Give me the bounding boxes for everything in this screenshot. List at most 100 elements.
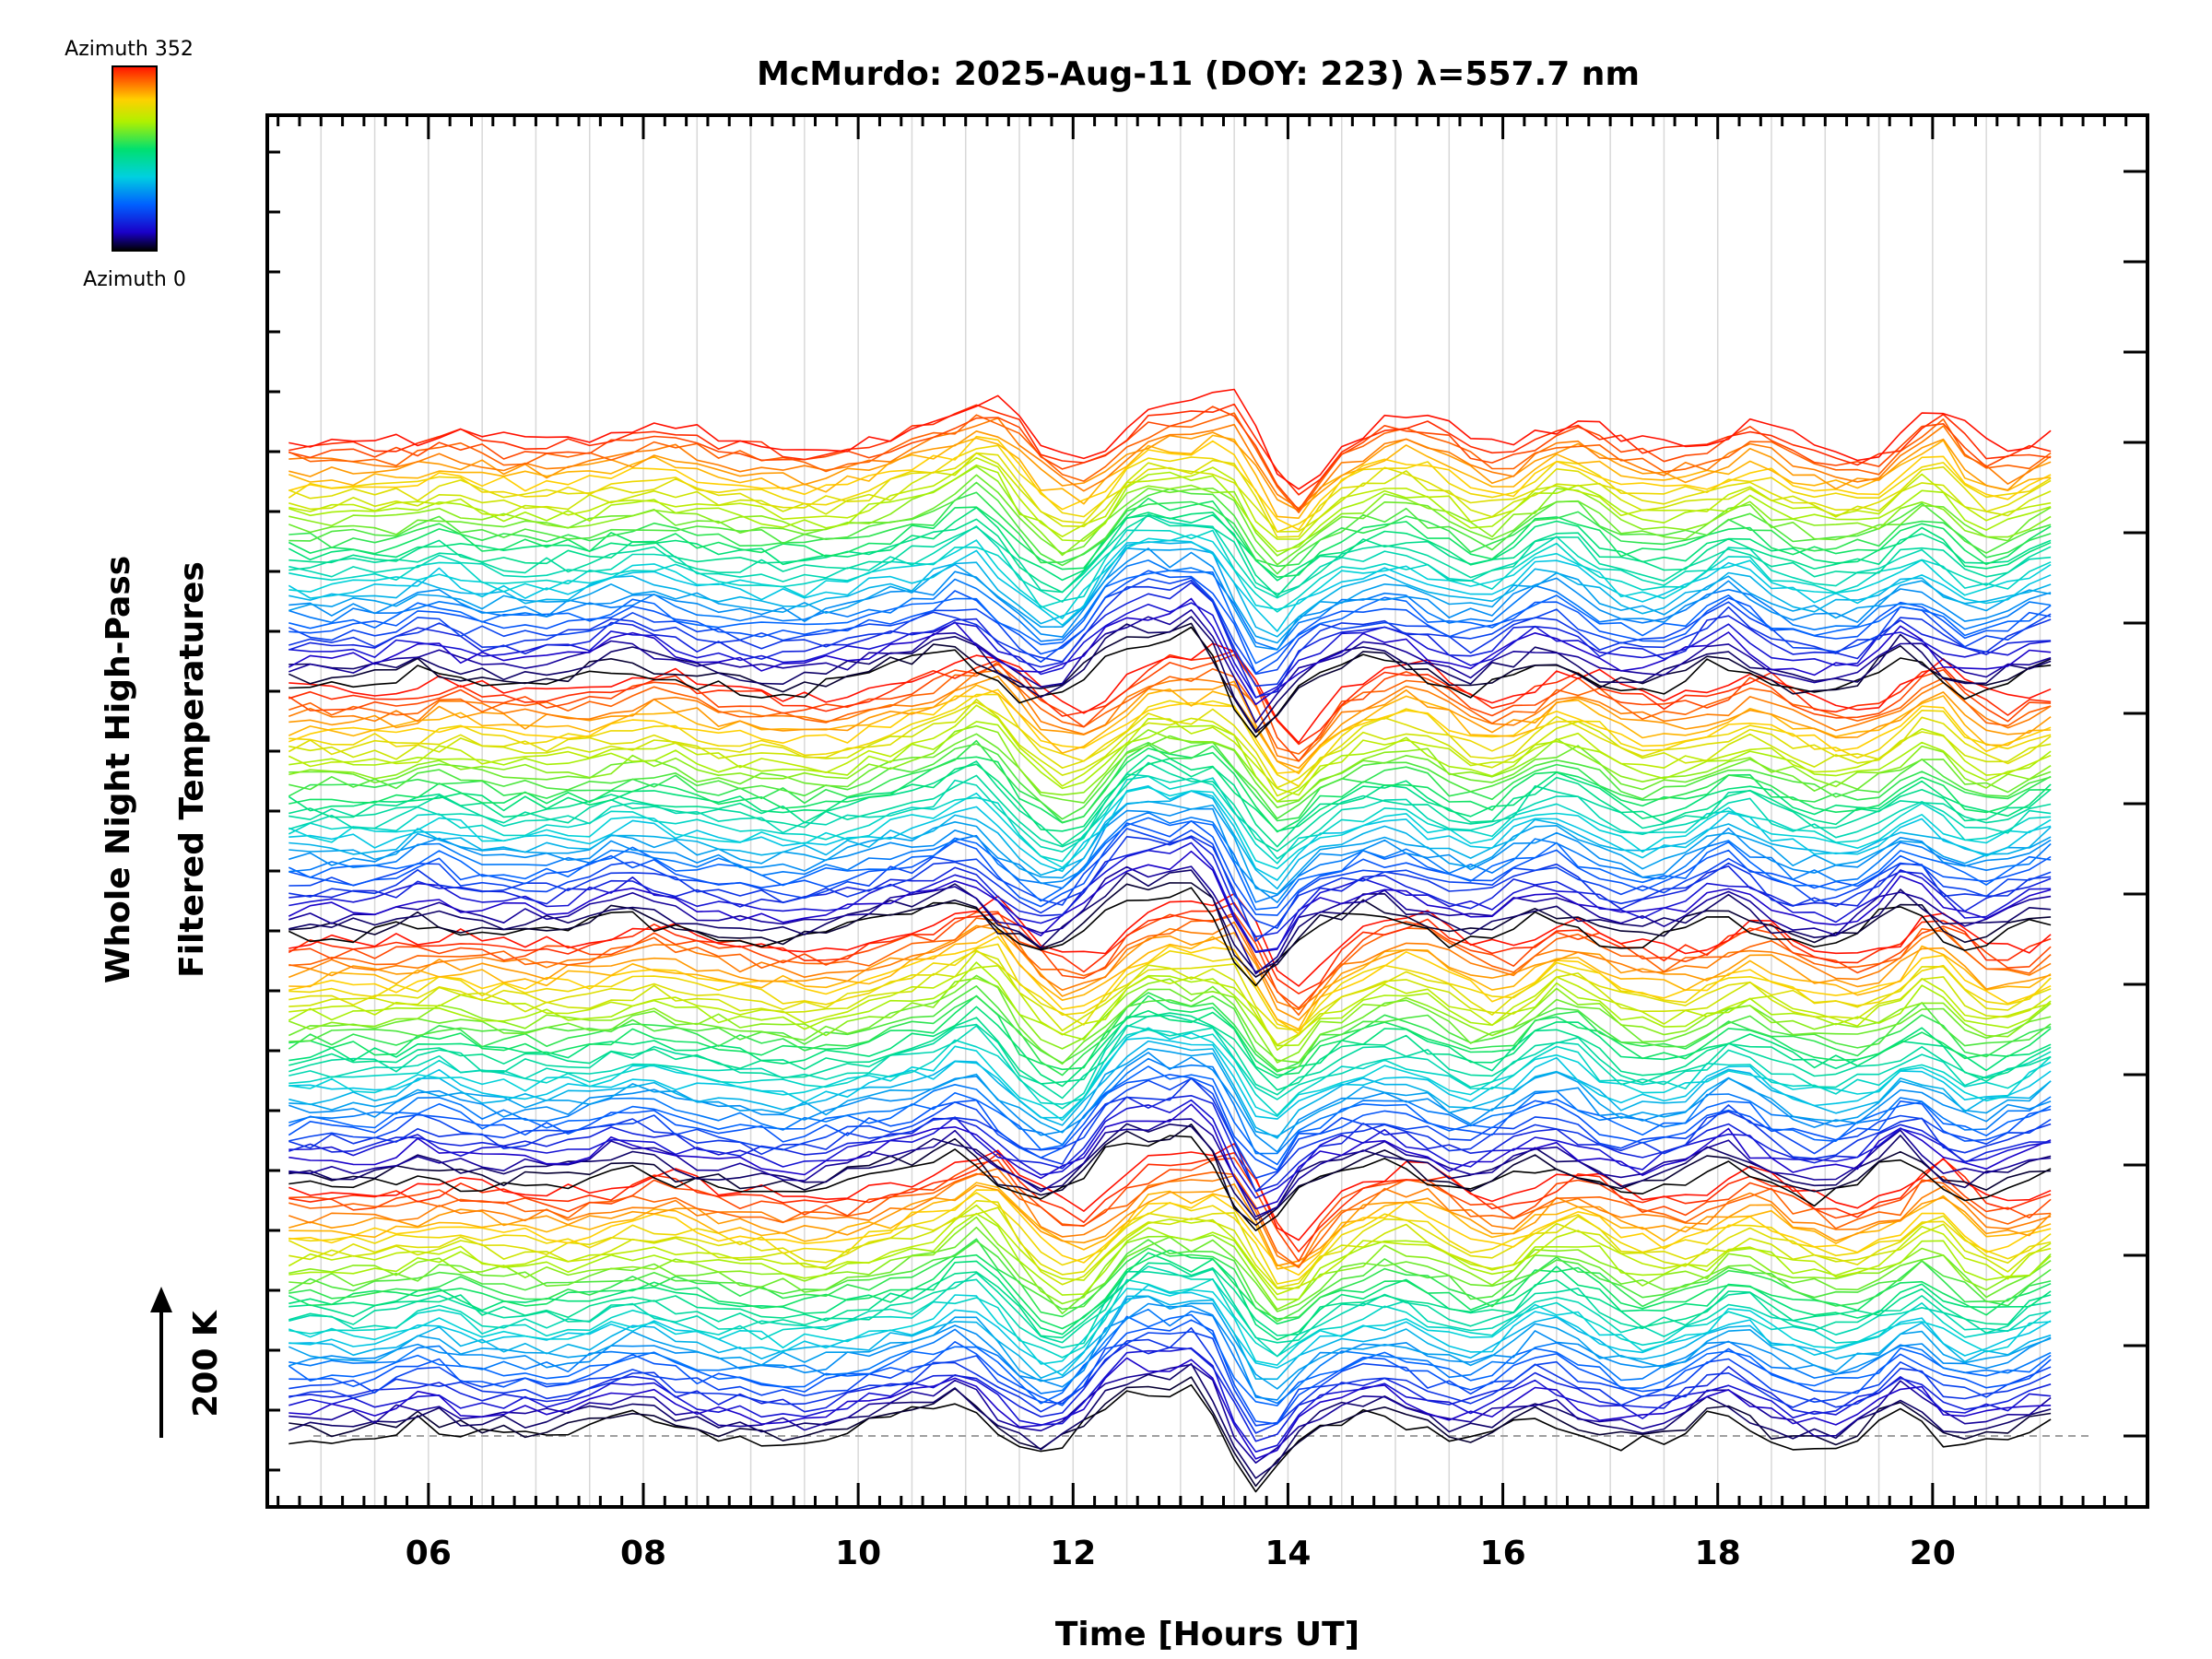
series-line <box>288 786 2052 870</box>
series-line <box>288 456 2052 540</box>
series-line <box>288 773 2052 860</box>
series-line <box>288 1065 2052 1166</box>
series-line <box>288 597 2052 706</box>
series-line <box>288 1024 2052 1110</box>
series-line <box>288 579 2052 688</box>
chart-title: McMurdo: 2025-Aug-11 (DOY: 223) λ=557.7 … <box>757 55 1640 93</box>
series-line <box>288 1295 2052 1381</box>
x-tick-label: 12 <box>1050 1535 1096 1572</box>
series-line <box>288 513 2052 603</box>
series-line <box>288 724 2052 803</box>
series-group <box>288 388 2052 1493</box>
series-line <box>288 949 2052 1031</box>
series-line <box>288 921 2052 1011</box>
series-line <box>288 1200 2052 1288</box>
series-line <box>288 721 2052 803</box>
x-tick-label: 10 <box>835 1535 881 1572</box>
series-line <box>288 661 2052 755</box>
series-line <box>288 650 2052 746</box>
series-line <box>288 693 2052 787</box>
series-line <box>288 1344 2052 1442</box>
y-axis-label-line1: Whole Night High-Pass <box>100 556 137 983</box>
series-line <box>288 1288 2052 1366</box>
series-line <box>288 1362 2052 1479</box>
series-line <box>288 514 2052 595</box>
series-line <box>288 800 2052 895</box>
series-line <box>288 1037 2052 1120</box>
series-line <box>288 961 2052 1047</box>
series-line <box>288 1206 2052 1289</box>
series-line <box>288 836 2052 938</box>
series-line <box>288 602 2052 699</box>
series-line <box>288 924 2052 1021</box>
series-line <box>288 464 2052 553</box>
series-line <box>288 1027 2052 1122</box>
series-line <box>288 1319 2052 1425</box>
colorbar-bottom-label: Azimuth 0 <box>83 268 186 291</box>
ticks <box>267 115 2147 1507</box>
series-line <box>288 817 2052 911</box>
series-line <box>288 739 2052 824</box>
series-line <box>288 507 2052 582</box>
series-line <box>288 785 2052 881</box>
series-line <box>288 1327 2052 1434</box>
x-tick-label: 20 <box>1910 1535 1956 1572</box>
series-line <box>288 1124 2052 1227</box>
scale-bar: 200 K <box>150 1287 225 1438</box>
series-line <box>288 1182 2052 1267</box>
x-tick-labels: 06 08 10 12 14 16 18 20 <box>406 1535 1956 1572</box>
series-line <box>288 915 2052 1016</box>
series-line <box>288 1074 2052 1171</box>
series-line <box>288 935 2052 1035</box>
series-line <box>288 850 2052 953</box>
series-line <box>288 1313 2052 1406</box>
series-line <box>288 388 2052 490</box>
series-line <box>288 699 2052 797</box>
series-line <box>288 1118 2052 1218</box>
series-line <box>288 626 2052 738</box>
series-line <box>288 406 2052 511</box>
series-line <box>288 434 2052 519</box>
series-line <box>288 811 2052 903</box>
series-line <box>288 1015 2052 1100</box>
series-line <box>288 1284 2052 1376</box>
series-line <box>288 1040 2052 1139</box>
series-line <box>288 974 2052 1065</box>
series-line <box>288 417 2052 510</box>
series-line <box>288 452 2052 538</box>
scale-bar-label: 200 K <box>187 1310 225 1418</box>
series-line <box>288 992 2052 1077</box>
series-line <box>288 435 2052 531</box>
colorbar-gradient <box>112 65 158 252</box>
series-line <box>288 1171 2052 1268</box>
y-axis-label-line2: Filtered Temperatures <box>173 561 211 978</box>
series-line <box>288 541 2052 638</box>
series-line <box>288 965 2052 1051</box>
series-line <box>288 529 2052 613</box>
series-line <box>288 582 2052 699</box>
x-tick-label: 18 <box>1695 1535 1741 1572</box>
series-line <box>288 1077 2052 1179</box>
series-line <box>288 1357 2052 1460</box>
series-line <box>288 1135 2052 1231</box>
series-line <box>288 1057 2052 1155</box>
series-line <box>288 1295 2052 1390</box>
series-line <box>288 444 2052 533</box>
series-line <box>288 498 2052 578</box>
series-line <box>288 892 2052 987</box>
scale-bar-arrowhead <box>150 1287 172 1312</box>
series-line <box>288 775 2052 865</box>
series-line <box>288 1265 2052 1358</box>
x-tick-label: 08 <box>620 1535 666 1572</box>
series-line <box>288 1238 2052 1320</box>
series-line <box>288 882 2052 978</box>
series-line <box>288 669 2052 762</box>
series-line <box>288 616 2052 732</box>
series-line <box>288 741 2052 820</box>
series-line <box>288 547 2052 651</box>
series-line <box>288 534 2052 619</box>
series-line <box>288 1249 2052 1330</box>
series-line <box>288 1308 2052 1405</box>
x-tick-label: 14 <box>1265 1535 1311 1572</box>
series-line <box>288 1152 2052 1253</box>
